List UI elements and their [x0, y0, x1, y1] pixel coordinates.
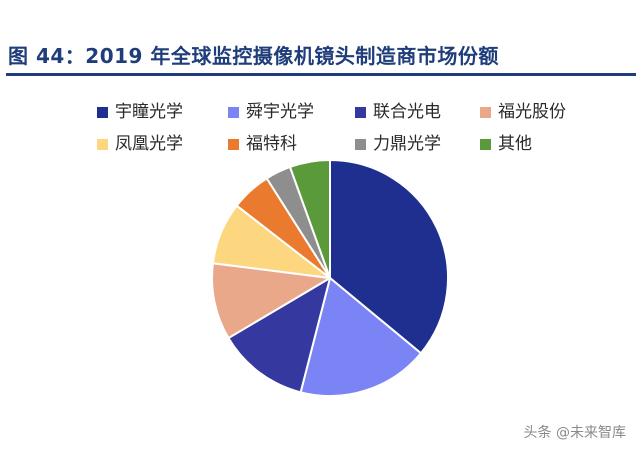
legend-item-4: 凤凰光学: [97, 134, 183, 154]
legend-label-3: 福光股份: [498, 102, 566, 122]
chart-title: 图 44：2019 年全球监控摄像机镜头制造商市场份额: [8, 44, 499, 68]
legend-swatch-0: [97, 106, 108, 118]
legend-label-2: 联合光电: [373, 102, 441, 122]
legend-item-5: 福特科: [228, 134, 297, 154]
pie-slice-0: [329, 159, 449, 355]
title-divider: [6, 73, 636, 76]
watermark: 头条 @未来智库: [523, 425, 626, 441]
legend-swatch-1: [228, 106, 239, 118]
legend-swatch-6: [355, 138, 366, 150]
legend-swatch-3: [480, 106, 491, 118]
pie-slice-3: [211, 262, 331, 340]
legend-label-7: 其他: [498, 134, 532, 154]
legend-item-6: 力鼎光学: [355, 134, 441, 154]
legend-label-0: 宇瞳光学: [115, 102, 183, 122]
legend-label-5: 福特科: [246, 134, 297, 154]
legend-swatch-2: [355, 106, 366, 118]
pie-slice-7: [289, 159, 331, 279]
legend-swatch-7: [480, 138, 491, 150]
legend-swatch-4: [97, 138, 108, 150]
legend-label-4: 凤凰光学: [115, 134, 183, 154]
legend-item-0: 宇瞳光学: [97, 102, 183, 122]
pie-slice-2: [227, 277, 331, 394]
legend-label-1: 舜宇光学: [246, 102, 314, 122]
legend-item-1: 舜宇光学: [228, 102, 314, 122]
legend-item-7: 其他: [480, 134, 532, 154]
pie-slice-1: [299, 277, 422, 397]
legend-item-3: 福光股份: [480, 102, 566, 122]
legend-item-2: 联合光电: [355, 102, 441, 122]
legend-swatch-5: [228, 138, 239, 150]
legend-label-6: 力鼎光学: [373, 134, 441, 154]
